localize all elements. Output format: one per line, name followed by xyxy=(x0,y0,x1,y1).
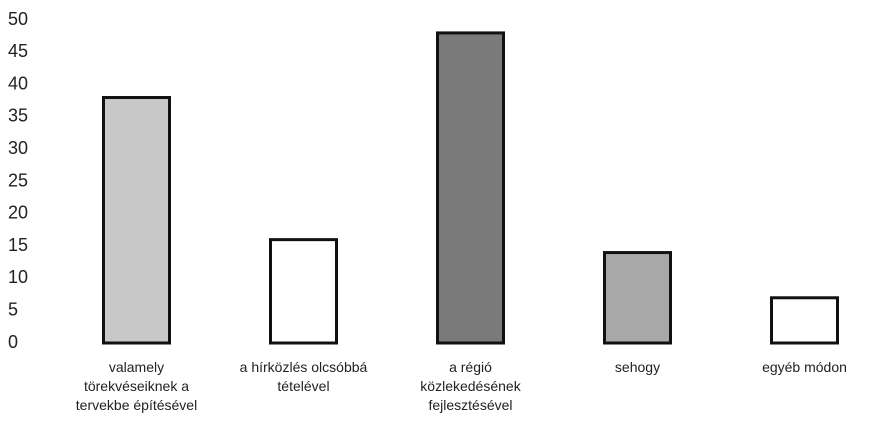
y-tick-label: 0 xyxy=(8,332,18,352)
y-tick-label: 45 xyxy=(8,41,28,61)
bar xyxy=(770,296,839,345)
y-tick-label: 50 xyxy=(8,9,28,29)
x-tick-label: sehogy xyxy=(614,359,661,375)
bar xyxy=(603,251,672,345)
y-tick-label: 15 xyxy=(8,235,28,255)
y-tick-label: 35 xyxy=(8,106,28,126)
y-tick-label: 40 xyxy=(8,73,28,93)
x-tick-label: egyéb módon xyxy=(762,359,847,375)
bar xyxy=(436,31,505,345)
bar xyxy=(269,238,338,345)
x-tick-label: valamely törekvéseiknek a tervekbe építé… xyxy=(75,359,198,413)
x-tick-label: a régió közlekedésének fejlesztésével xyxy=(420,359,521,413)
y-tick-label: 10 xyxy=(8,267,28,287)
y-tick-label: 20 xyxy=(8,203,28,223)
y-tick-label: 5 xyxy=(8,299,18,319)
bar xyxy=(102,96,171,345)
y-tick-label: 30 xyxy=(8,138,28,158)
x-tick-label: a hírközlés olcsóbbá tételével xyxy=(239,359,368,394)
y-tick-label: 25 xyxy=(8,170,28,190)
